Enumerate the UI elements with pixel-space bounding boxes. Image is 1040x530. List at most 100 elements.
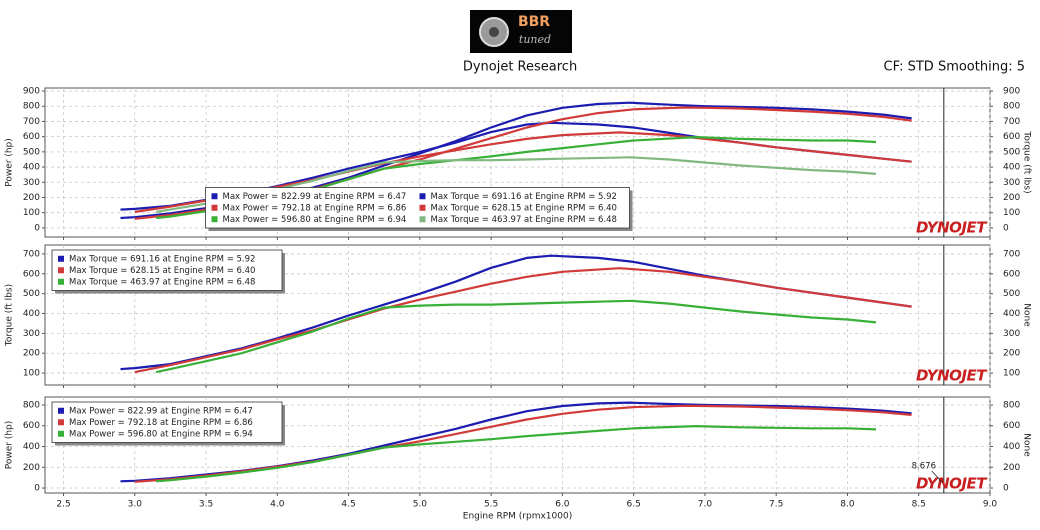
legend-box	[205, 187, 630, 229]
y2-tick-label: 200	[1003, 463, 1020, 473]
y2-tick-label: 100	[1003, 208, 1020, 218]
y-tick-label: 900	[23, 87, 40, 97]
legend-label: Max Power = 596.80 at Engine RPM = 6.94	[69, 429, 253, 439]
legend-label: Max Torque = 463.97 at Engine RPM = 6.48	[69, 277, 255, 287]
legend-swatch	[211, 216, 218, 223]
y2-tick-label: 300	[1003, 329, 1020, 339]
report-title: Dynojet Research	[463, 60, 577, 75]
y-axis-title: Power (hp)	[5, 421, 15, 470]
y2-tick-label: 0	[1003, 223, 1009, 233]
x-tick-label: 4.5	[341, 500, 355, 510]
legend-label: Max Power = 792.18 at Engine RPM = 6.86	[69, 418, 253, 428]
y-tick-label: 600	[23, 269, 40, 279]
y-tick-label: 0	[34, 223, 40, 233]
legend-label: Max Torque = 691.16 at Engine RPM = 5.92	[69, 254, 255, 264]
y-tick-label: 200	[23, 463, 40, 473]
y2-tick-label: 900	[1003, 87, 1020, 97]
y2-tick-label: 400	[1003, 163, 1020, 173]
panel: 0 100 200 300 400 500 600 700 800 900 0 100 200 300 40…	[5, 87, 1032, 240]
legend-swatch	[419, 204, 426, 211]
x-tick-label: 7.5	[769, 500, 783, 510]
brand-watermark: DYNOJET	[916, 367, 988, 385]
x-tick-label: 5.5	[484, 500, 498, 510]
y2-tick-label: 200	[1003, 349, 1020, 359]
legend-label: Max Power = 822.99 at Engine RPM = 6.47	[223, 192, 407, 202]
y-tick-label: 600	[23, 132, 40, 142]
panel: 2.5 3.0 3.5 4.0 4.5 5.0 5.5 6.0 6.5 7.0 7.5 8.0 8.5 9…	[5, 396, 1032, 522]
y2-tick-label: 600	[1003, 269, 1020, 279]
y-tick-label: 0	[34, 484, 40, 494]
legend-label: Max Torque = 628.15 at Engine RPM = 6.40	[431, 203, 617, 213]
y-tick-label: 400	[23, 163, 40, 173]
legend-swatch	[211, 204, 218, 211]
legend-label: Max Power = 596.80 at Engine RPM = 6.94	[223, 215, 407, 225]
x-tick-label: 4.0	[270, 500, 285, 510]
y-tick-label: 300	[23, 329, 40, 339]
y2-axis-title: None	[1022, 303, 1032, 327]
x-tick-label: 8.0	[840, 500, 855, 510]
y-tick-label: 600	[23, 421, 40, 431]
logo: BBR tuned	[470, 10, 572, 53]
x-tick-label: 3.5	[199, 500, 213, 510]
y2-tick-label: 700	[1003, 117, 1020, 127]
y-tick-label: 400	[23, 442, 40, 452]
x-tick-label: 2.5	[56, 500, 70, 510]
logo-subtext: tuned	[519, 33, 551, 46]
logo-turbo-hub	[489, 27, 499, 37]
brand-watermark: DYNOJET	[916, 219, 988, 237]
y2-tick-label: 300	[1003, 178, 1020, 188]
y2-tick-label: 600	[1003, 421, 1020, 431]
y-tick-label: 500	[23, 289, 40, 299]
y2-tick-label: 500	[1003, 147, 1020, 157]
legend-swatch	[58, 255, 64, 262]
logo-text: BBR	[518, 14, 550, 30]
legend-label: Max Torque = 463.97 at Engine RPM = 6.48	[431, 215, 617, 225]
legend: Max Power = 822.99 at Engine RPM = 6.47 M…	[51, 401, 285, 446]
y-tick-label: 800	[23, 400, 40, 410]
legend-swatch	[58, 419, 64, 426]
legend-swatch	[419, 216, 426, 223]
y-tick-label: 200	[23, 193, 40, 203]
x-tick-label: 8.5	[912, 500, 926, 510]
x-axis-title: Engine RPM (rpmx1000)	[463, 512, 572, 522]
y2-axis-title: Torque (ft lbs)	[1022, 130, 1032, 193]
y-tick-label: 100	[23, 208, 40, 218]
legend: Max Power = 822.99 at Engine RPM = 6.47 M…	[205, 187, 633, 231]
legend: Max Torque = 691.16 at Engine RPM = 5.92…	[51, 249, 285, 294]
y2-tick-label: 800	[1003, 102, 1020, 112]
legend-swatch	[58, 267, 64, 274]
legend-box	[51, 249, 283, 291]
brand-watermark: DYNOJET	[916, 475, 988, 493]
y2-tick-label: 100	[1003, 369, 1020, 379]
y2-tick-label: 400	[1003, 309, 1020, 319]
legend-label: Max Power = 822.99 at Engine RPM = 6.47	[69, 406, 253, 416]
panel: 100 200 300 400 500 600 700 100 200 300 400 500 600 7…	[5, 244, 1032, 388]
legend-swatch	[58, 407, 64, 414]
y-tick-label: 700	[23, 117, 40, 127]
y2-tick-label: 600	[1003, 132, 1020, 142]
y2-axis-title: None	[1022, 433, 1032, 457]
y2-tick-label: 200	[1003, 193, 1020, 203]
x-tick-label: 6.0	[555, 500, 570, 510]
y-axis-title: Torque (ft lbs)	[5, 284, 15, 347]
data-line	[155, 299, 877, 374]
y2-tick-label: 800	[1003, 400, 1020, 410]
legend-box	[51, 401, 283, 443]
y-tick-label: 200	[23, 349, 40, 359]
y-tick-label: 800	[23, 102, 40, 112]
legend-swatch	[58, 278, 64, 285]
y2-tick-label: 700	[1003, 249, 1020, 259]
y2-tick-label: 0	[1003, 484, 1009, 494]
cursor-label: 8.676	[912, 462, 936, 472]
y2-tick-label: 500	[1003, 289, 1020, 299]
y2-tick-label: 400	[1003, 442, 1020, 452]
legend-swatch	[419, 193, 426, 200]
y-tick-label: 300	[23, 178, 40, 188]
x-tick-label: 6.5	[627, 500, 641, 510]
data-line	[156, 425, 877, 483]
y-axis-title: Power (hp)	[5, 138, 15, 187]
legend-swatch	[211, 193, 218, 200]
y-tick-label: 100	[23, 369, 40, 379]
y-tick-label: 700	[23, 249, 40, 259]
